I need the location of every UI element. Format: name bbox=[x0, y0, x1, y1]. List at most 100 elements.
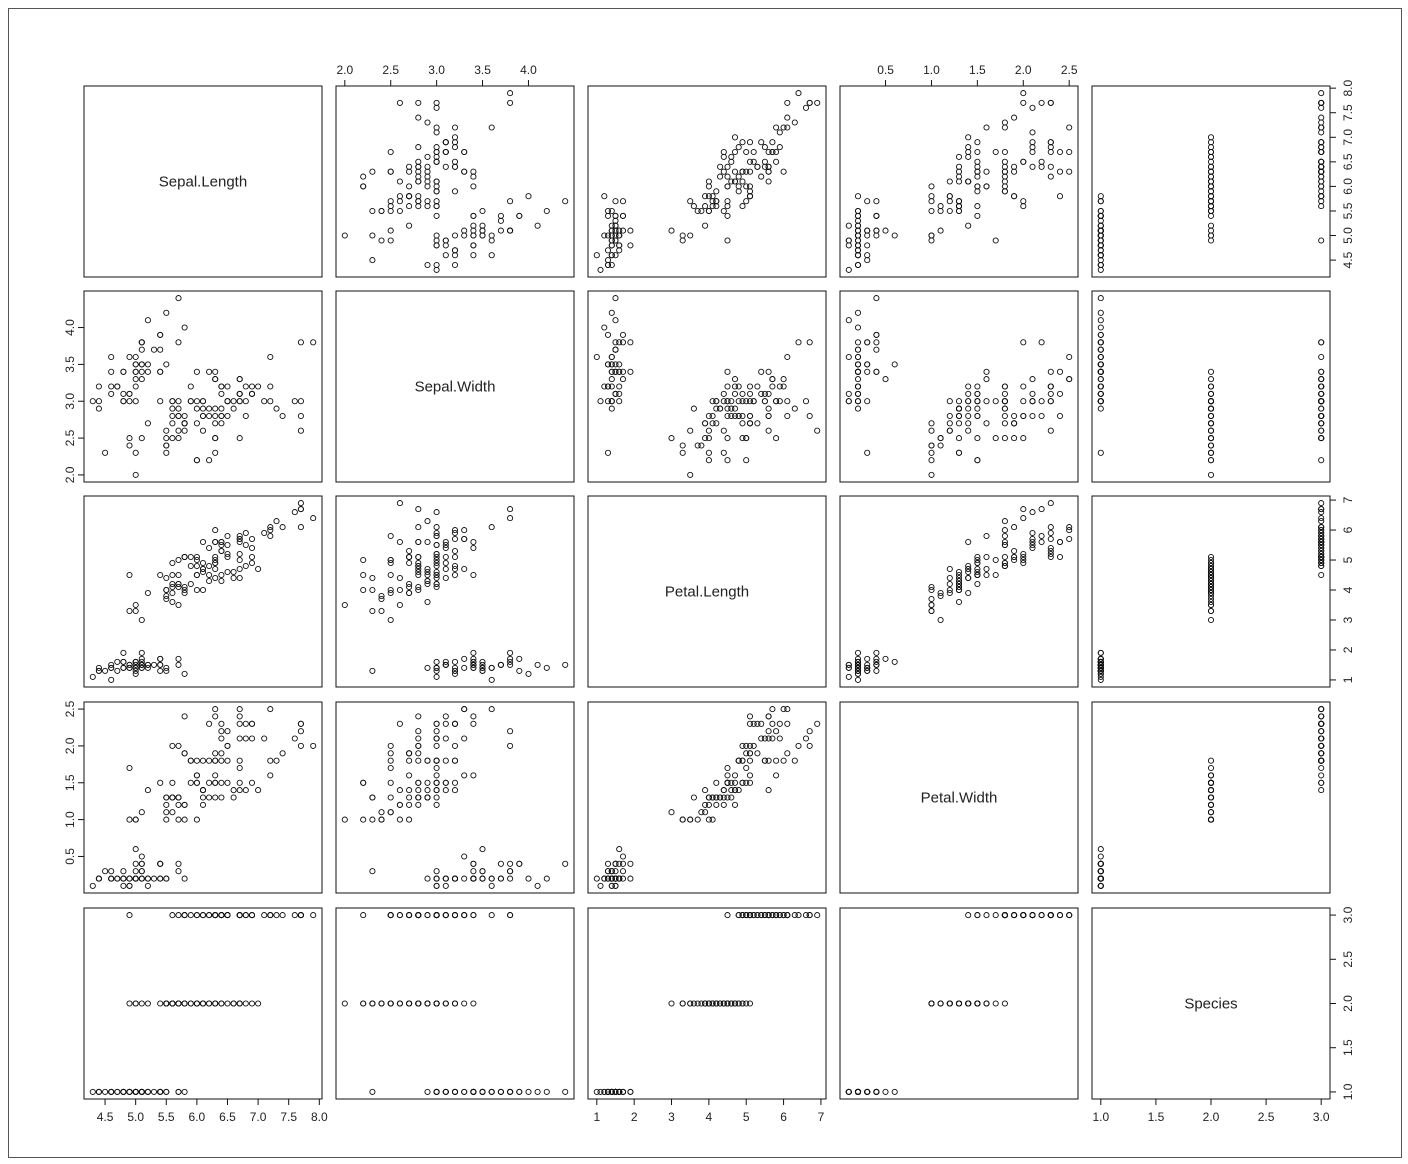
point-sepal-width-vs-sepal-length-88 bbox=[169, 398, 176, 405]
tick-label-species-2.5: 2.5 bbox=[1258, 1110, 1275, 1124]
point-sepal-length-vs-sepal-width-26 bbox=[470, 232, 477, 239]
point-sepal-width-vs-petal-width-39 bbox=[854, 368, 862, 375]
point-petal-length-vs-petal-width-139 bbox=[1029, 544, 1036, 552]
point-petal-width-vs-petal-length-44 bbox=[627, 860, 634, 867]
tick-label-species-2.5: 2.5 bbox=[1341, 951, 1355, 968]
point-species-vs-sepal-width-143 bbox=[451, 912, 459, 919]
point-sepal-width-vs-petal-length-26 bbox=[616, 368, 623, 375]
point-sepal-length-vs-petal-width-26 bbox=[873, 232, 880, 239]
point-petal-length-vs-sepal-width-122 bbox=[415, 506, 422, 513]
point-sepal-length-vs-petal-length-29 bbox=[616, 247, 623, 254]
tick-label-petal-width-1.5: 1.5 bbox=[969, 63, 986, 77]
point-sepal-width-vs-species-142 bbox=[1318, 420, 1325, 427]
point-sepal-length-vs-petal-width-85 bbox=[983, 183, 990, 190]
point-petal-length-vs-sepal-width-81 bbox=[378, 595, 385, 603]
point-petal-length-vs-sepal-width-77 bbox=[433, 556, 440, 564]
point-petal-length-vs-species-77 bbox=[1207, 556, 1215, 564]
point-sepal-width-vs-sepal-length-21 bbox=[138, 346, 145, 353]
point-petal-width-vs-sepal-length-123 bbox=[212, 757, 219, 764]
point-sepal-width-vs-petal-length-39 bbox=[612, 368, 619, 375]
point-petal-length-vs-sepal-length-113 bbox=[175, 556, 182, 564]
point-sepal-length-vs-petal-length-14 bbox=[601, 193, 608, 200]
point-petal-width-vs-petal-length-128 bbox=[765, 735, 772, 742]
point-sepal-length-vs-petal-width-29 bbox=[854, 247, 862, 254]
point-sepal-length-vs-petal-width-127 bbox=[1001, 178, 1008, 185]
point-sepal-length-vs-species-18 bbox=[1097, 198, 1104, 205]
point-petal-length-vs-sepal-width-72 bbox=[387, 559, 394, 567]
point-sepal-width-vs-petal-width-31 bbox=[873, 368, 880, 375]
point-petal-width-vs-sepal-width-104 bbox=[433, 728, 440, 735]
point-petal-length-vs-species-143 bbox=[1318, 529, 1325, 537]
point-species-vs-sepal-length-145 bbox=[236, 912, 243, 919]
point-petal-width-vs-sepal-length-140 bbox=[236, 713, 243, 720]
point-sepal-width-vs-petal-length-95 bbox=[713, 398, 720, 405]
point-sepal-width-vs-petal-width-104 bbox=[1038, 398, 1045, 405]
point-sepal-length-vs-petal-width-87 bbox=[955, 168, 963, 175]
point-sepal-length-vs-petal-width-117 bbox=[1038, 99, 1045, 106]
point-sepal-width-vs-petal-width-117 bbox=[1038, 339, 1045, 346]
point-species-vs-sepal-width-133 bbox=[415, 912, 422, 919]
point-sepal-length-vs-sepal-width-60 bbox=[341, 232, 348, 239]
point-sepal-length-vs-species-75 bbox=[1207, 153, 1215, 160]
point-petal-length-vs-sepal-width-37 bbox=[488, 664, 495, 671]
point-petal-width-vs-petal-length-110 bbox=[746, 742, 754, 749]
point-species-vs-petal-length-127 bbox=[739, 912, 746, 919]
point-sepal-width-vs-petal-width-40 bbox=[864, 361, 871, 368]
point-petal-width-vs-petal-length-117 bbox=[806, 728, 813, 735]
point-petal-width-vs-sepal-length-20 bbox=[157, 875, 164, 882]
point-sepal-length-vs-sepal-width-100 bbox=[461, 168, 468, 175]
point-petal-length-vs-sepal-length-125 bbox=[267, 527, 274, 534]
point-petal-length-vs-sepal-width-127 bbox=[433, 559, 440, 567]
point-petal-width-vs-sepal-length-26 bbox=[132, 860, 139, 867]
point-petal-length-vs-sepal-width-138 bbox=[433, 562, 440, 570]
point-species-vs-petal-length-13 bbox=[597, 1088, 604, 1095]
point-petal-width-vs-sepal-length-59 bbox=[144, 787, 151, 794]
point-sepal-width-vs-sepal-length-26 bbox=[132, 368, 139, 375]
point-sepal-length-vs-petal-width-30 bbox=[854, 242, 862, 249]
point-sepal-width-vs-petal-length-81 bbox=[694, 442, 701, 449]
point-sepal-width-vs-petal-width-65 bbox=[965, 390, 972, 397]
point-petal-width-vs-species-147 bbox=[1318, 742, 1325, 749]
point-species-vs-sepal-length-87 bbox=[212, 1000, 219, 1007]
point-petal-length-vs-sepal-length-7 bbox=[132, 661, 139, 668]
point-sepal-width-vs-petal-length-77 bbox=[743, 398, 750, 405]
point-sepal-length-vs-petal-length-75 bbox=[720, 153, 727, 160]
point-sepal-length-vs-sepal-width-127 bbox=[433, 178, 440, 185]
point-sepal-length-vs-petal-width-48 bbox=[854, 217, 862, 224]
point-sepal-length-vs-sepal-width-50 bbox=[451, 134, 459, 141]
point-petal-width-vs-species-93 bbox=[1207, 816, 1215, 823]
point-species-vs-petal-length-97 bbox=[717, 1000, 724, 1007]
point-petal-length-vs-species-82 bbox=[1207, 589, 1215, 597]
point-petal-length-vs-sepal-length-99 bbox=[175, 583, 182, 591]
point-species-vs-petal-length-86 bbox=[731, 1000, 739, 1007]
point-petal-width-vs-sepal-width-79 bbox=[396, 816, 403, 823]
point-petal-width-vs-petal-length-87 bbox=[720, 794, 727, 801]
point-sepal-width-vs-petal-width-108 bbox=[1001, 435, 1008, 442]
point-petal-length-vs-petal-width-130 bbox=[1011, 524, 1018, 531]
point-sepal-width-vs-petal-length-70 bbox=[735, 383, 742, 390]
point-petal-width-vs-sepal-width-67 bbox=[406, 816, 413, 823]
point-sepal-width-vs-petal-width-129 bbox=[983, 398, 990, 405]
point-sepal-width-vs-petal-width-49 bbox=[854, 376, 862, 383]
point-petal-width-vs-petal-length-64 bbox=[690, 794, 697, 801]
tick-label-petal-length-7: 7 bbox=[1341, 496, 1355, 503]
point-sepal-length-vs-sepal-width-21 bbox=[497, 227, 504, 234]
point-sepal-width-vs-petal-width-85 bbox=[983, 368, 990, 375]
point-sepal-width-vs-petal-length-118 bbox=[814, 427, 821, 434]
point-sepal-width-vs-petal-width-112 bbox=[1029, 398, 1036, 405]
point-petal-length-vs-sepal-length-54 bbox=[224, 568, 231, 576]
point-petal-width-vs-sepal-length-12 bbox=[120, 882, 127, 889]
point-species-vs-sepal-length-48 bbox=[150, 1088, 158, 1095]
point-sepal-length-vs-species-31 bbox=[1097, 212, 1104, 219]
point-sepal-length-vs-sepal-width-103 bbox=[424, 168, 431, 175]
point-petal-width-vs-sepal-width-84 bbox=[433, 779, 440, 786]
tick-label-sepal-length-4.5: 4.5 bbox=[1341, 251, 1355, 268]
point-sepal-length-vs-petal-width-71 bbox=[955, 178, 963, 185]
point-sepal-length-vs-sepal-width-18 bbox=[507, 198, 514, 205]
point-sepal-length-vs-petal-width-137 bbox=[1001, 163, 1008, 170]
point-species-vs-sepal-length-147 bbox=[224, 912, 231, 919]
point-sepal-length-vs-petal-length-82 bbox=[702, 193, 709, 200]
point-sepal-width-vs-sepal-length-113 bbox=[175, 435, 182, 442]
point-sepal-length-vs-species-93 bbox=[1207, 232, 1215, 239]
point-sepal-length-vs-petal-length-96 bbox=[713, 198, 720, 205]
